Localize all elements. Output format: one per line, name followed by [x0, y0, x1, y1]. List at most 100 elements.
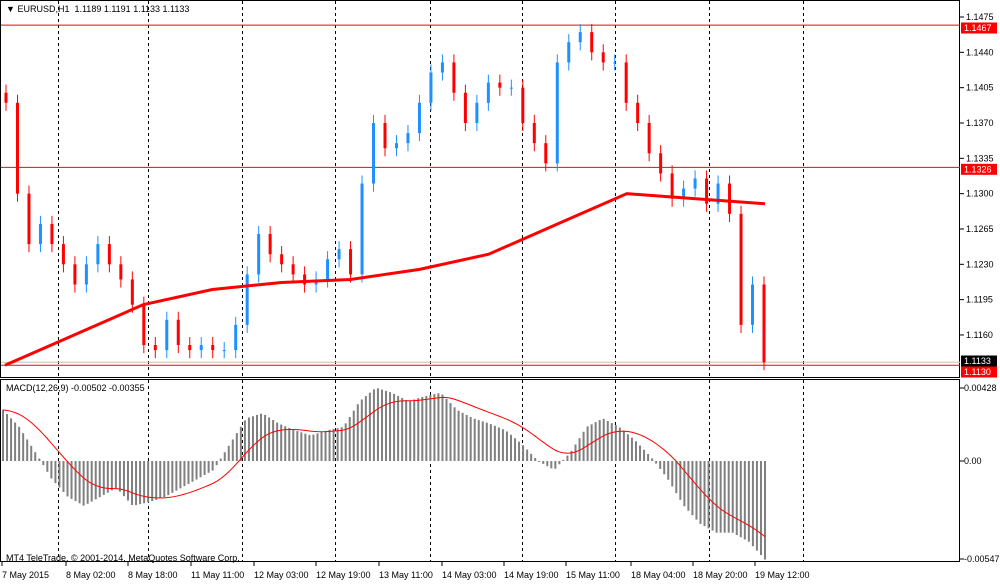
macd-histogram-bar — [437, 393, 440, 461]
level-price-text: 1.1130 — [964, 367, 991, 377]
y-tick-label: 1.1475 — [966, 12, 994, 22]
candle-body — [84, 264, 88, 285]
macd-histogram-bar — [606, 420, 609, 461]
candle-body — [130, 279, 134, 305]
candle-body — [762, 284, 766, 363]
candle-body — [440, 62, 444, 73]
macd-histogram-bar — [328, 429, 331, 461]
macd-histogram-bar — [340, 427, 343, 461]
macd-histogram-bar — [316, 433, 319, 461]
candle-body — [578, 32, 582, 43]
macd-histogram-bar — [243, 420, 246, 461]
macd-histogram-bar — [199, 461, 202, 478]
macd-histogram-bar — [683, 461, 686, 507]
candle-body — [245, 274, 249, 325]
macd-histogram-bar — [578, 438, 581, 461]
macd-histogram-bar — [505, 431, 508, 461]
candle-body — [670, 173, 674, 199]
candle-body — [337, 249, 341, 260]
macd-histogram-bar — [397, 395, 400, 461]
x-tick-label: 12 May 03:00 — [254, 570, 309, 580]
x-tick-label: 14 May 19:00 — [504, 570, 559, 580]
candle-body — [555, 62, 559, 164]
candle-body — [452, 62, 456, 93]
macd-histogram-bar — [151, 461, 154, 502]
macd-histogram-bar — [191, 461, 194, 482]
macd-histogram-bar — [300, 432, 303, 461]
candle-body — [372, 122, 376, 184]
macd-histogram-bar — [663, 461, 666, 475]
candle-body — [165, 319, 169, 351]
bid-price-text: 1.1133 — [964, 356, 991, 366]
macd-histogram-bar — [46, 461, 49, 472]
macd-histogram-bar — [493, 425, 496, 461]
macd-histogram-bar — [610, 423, 613, 461]
macd-histogram-bar — [735, 461, 738, 535]
candle-body — [751, 284, 755, 325]
candle-body — [107, 244, 111, 265]
macd-title: MACD(12,26,9) -0.00502 -0.00355 — [6, 383, 145, 393]
macd-histogram-bar — [312, 434, 315, 461]
macd-histogram-bar — [542, 461, 545, 464]
macd-histogram-bar — [62, 461, 65, 492]
moving-average-line — [4, 192, 766, 367]
macd-histogram-bar — [74, 461, 77, 502]
level-price-label — [961, 163, 997, 175]
candle-body — [613, 62, 617, 64]
macd-histogram-bar — [304, 433, 307, 461]
macd-histogram-bar — [647, 453, 650, 461]
macd-y-tick-label: 0.00428 — [964, 383, 997, 393]
macd-histogram-bar — [449, 403, 452, 461]
macd-histogram-bar — [562, 459, 565, 461]
macd-histogram-bar — [719, 461, 722, 533]
macd-histogram-bar — [759, 461, 762, 556]
macd-histogram-bar — [155, 461, 158, 500]
macd-histogram-bar — [368, 392, 371, 461]
macd-histogram-bar — [445, 398, 448, 461]
macd-histogram-bar — [348, 417, 351, 461]
candle-body — [682, 188, 686, 199]
x-tick-label: 19 May 12:00 — [755, 570, 810, 580]
candle-body — [326, 259, 330, 280]
macd-histogram-bar — [634, 441, 637, 461]
candle-body — [475, 102, 479, 123]
candle-body — [601, 52, 605, 63]
candle-body — [73, 264, 77, 285]
macd-histogram-bar — [86, 461, 89, 504]
candle-body — [61, 244, 65, 265]
candle-body — [176, 319, 180, 346]
macd-histogram-bar — [227, 445, 230, 461]
candle-body — [624, 62, 628, 103]
macd-histogram-bar — [66, 461, 69, 497]
dropdown-arrow-icon[interactable]: ▼ — [6, 4, 15, 14]
macd-histogram-bar — [211, 461, 214, 471]
macd-histogram-bar — [159, 461, 162, 499]
y-tick-label: 1.1370 — [966, 118, 994, 128]
macd-histogram-bar — [530, 453, 533, 461]
candle-body — [38, 223, 42, 245]
macd-signal-line — [2, 396, 766, 538]
macd-histogram-bar — [441, 394, 444, 461]
macd-pane-frame — [0, 379, 960, 562]
level-price-label — [961, 366, 997, 378]
macd-histogram-bar — [461, 412, 464, 461]
macd-histogram-bar — [102, 461, 105, 495]
candle-body — [693, 178, 697, 189]
macd-histogram-bar — [659, 461, 662, 469]
macd-histogram-bar — [389, 392, 392, 461]
macd-histogram-bar — [34, 452, 37, 461]
macd-histogram-bar — [260, 413, 263, 461]
y-tick-label: 1.1230 — [966, 259, 994, 269]
macd-histogram-bar — [352, 410, 355, 461]
macd-histogram-bar — [538, 461, 541, 462]
macd-histogram-bar — [747, 461, 750, 542]
macd-histogram-bar — [135, 461, 138, 506]
macd-histogram-bar — [667, 461, 670, 480]
macd-histogram-bar — [215, 461, 218, 466]
macd-histogram-bar — [54, 461, 57, 484]
symbol-title: EURUSD,H1 — [17, 4, 70, 14]
macd-histogram-bar — [376, 388, 379, 461]
macd-histogram-bar — [171, 461, 174, 493]
